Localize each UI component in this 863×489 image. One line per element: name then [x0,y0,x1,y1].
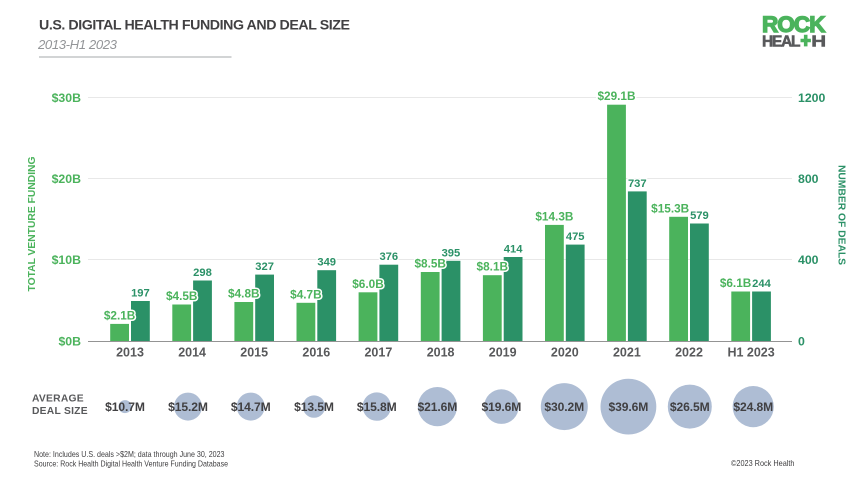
svg-text:$8.1B: $8.1B [477,260,508,274]
svg-text:$26.5M: $26.5M [670,400,710,414]
svg-text:$15.8M: $15.8M [357,400,397,414]
svg-text:$4.5B: $4.5B [166,289,197,303]
svg-text:2022: 2022 [675,346,703,360]
svg-text:$10B: $10B [52,253,82,267]
svg-text:TOTAL VENTURE FUNDING: TOTAL VENTURE FUNDING [27,156,38,291]
svg-text:$10.7M: $10.7M [105,400,145,414]
svg-text:1200: 1200 [798,91,826,105]
svg-text:$39.6M: $39.6M [609,400,649,414]
svg-text:376: 376 [379,251,398,263]
svg-text:$15.3B: $15.3B [651,201,689,215]
svg-text:579: 579 [690,210,709,222]
svg-text:2013: 2013 [116,346,144,360]
svg-text:2013-H1 2023: 2013-H1 2023 [37,37,118,52]
svg-text:$14.7M: $14.7M [231,400,271,414]
svg-text:Source: Rock Health Digital He: Source: Rock Health Digital Health Ventu… [34,460,228,469]
svg-text:H1 2023: H1 2023 [727,346,774,360]
svg-text:2017: 2017 [364,346,392,360]
svg-text:$29.1B: $29.1B [597,89,635,103]
svg-text:$2.1B: $2.1B [104,308,135,322]
svg-text:2020: 2020 [551,346,579,360]
svg-text:AVERAGE: AVERAGE [32,394,84,405]
svg-text:737: 737 [628,178,647,190]
svg-text:244: 244 [752,278,771,290]
svg-text:$30B: $30B [52,91,82,105]
svg-text:2019: 2019 [489,346,517,360]
svg-text:$14.3B: $14.3B [535,209,573,223]
svg-text:NUMBER OF DEALS: NUMBER OF DEALS [836,165,847,265]
svg-text:298: 298 [193,267,212,279]
svg-text:DEAL SIZE: DEAL SIZE [32,406,88,417]
svg-text:U.S. DIGITAL HEALTH FUNDING AN: U.S. DIGITAL HEALTH FUNDING AND DEAL SIZ… [39,18,350,34]
svg-text:$30.2M: $30.2M [544,400,584,414]
svg-text:$20B: $20B [52,172,82,186]
svg-text:Note: Includes U.S. deals >$2M: Note: Includes U.S. deals >$2M; data thr… [34,450,225,459]
svg-text:2018: 2018 [427,346,455,360]
svg-text:$21.6M: $21.6M [418,400,458,414]
svg-text:$24.8M: $24.8M [733,400,773,414]
svg-text:©2023 Rock Health: ©2023 Rock Health [731,458,795,468]
svg-text:HEAL: HEAL [762,33,801,50]
svg-text:395: 395 [442,247,461,259]
svg-text:$8.5B: $8.5B [414,257,445,271]
svg-text:ROCK: ROCK [762,12,826,37]
svg-text:2021: 2021 [613,346,641,360]
svg-text:$15.2M: $15.2M [168,400,208,414]
svg-text:$19.6M: $19.6M [482,400,522,414]
svg-text:2016: 2016 [302,346,330,360]
svg-text:2015: 2015 [240,346,268,360]
svg-text:197: 197 [131,288,150,300]
svg-text:475: 475 [566,231,585,243]
svg-text:327: 327 [255,261,274,273]
svg-text:2014: 2014 [178,346,206,360]
svg-text:$13.5M: $13.5M [294,400,334,414]
svg-text:0: 0 [798,334,805,348]
svg-text:$0B: $0B [58,334,81,348]
svg-text:$6.1B: $6.1B [720,276,751,290]
svg-text:H: H [811,32,826,50]
svg-text:414: 414 [504,244,523,256]
svg-text:400: 400 [798,253,819,267]
svg-text:$6.0B: $6.0B [352,277,383,291]
svg-text:$4.8B: $4.8B [228,287,259,301]
svg-text:800: 800 [798,172,819,186]
svg-text:$4.7B: $4.7B [290,287,321,301]
svg-text:349: 349 [317,257,336,269]
